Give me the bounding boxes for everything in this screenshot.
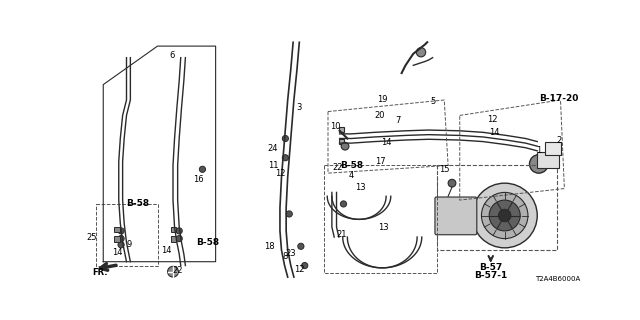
Text: 4: 4 — [349, 171, 354, 180]
Circle shape — [489, 200, 520, 231]
Text: 12: 12 — [275, 169, 285, 178]
Text: 20: 20 — [374, 111, 385, 120]
Circle shape — [472, 183, 537, 248]
Circle shape — [176, 236, 182, 242]
Text: 16: 16 — [193, 175, 204, 184]
Text: 14: 14 — [161, 246, 172, 255]
Text: B-58: B-58 — [340, 161, 363, 170]
Circle shape — [286, 211, 292, 217]
Text: 13: 13 — [355, 182, 366, 191]
Circle shape — [481, 192, 528, 239]
Circle shape — [301, 262, 308, 268]
Bar — [339, 127, 344, 132]
Text: 24: 24 — [268, 144, 278, 153]
Text: 12: 12 — [294, 265, 305, 274]
Text: 5: 5 — [430, 97, 435, 106]
Bar — [114, 236, 120, 242]
Circle shape — [118, 228, 124, 234]
Circle shape — [118, 236, 124, 242]
Text: 8: 8 — [283, 252, 288, 261]
Bar — [545, 142, 561, 155]
Bar — [95, 204, 157, 266]
Text: B-17-20: B-17-20 — [540, 94, 579, 103]
Text: 11: 11 — [269, 161, 279, 170]
Text: 21: 21 — [337, 230, 347, 239]
Text: B-57: B-57 — [479, 263, 502, 272]
Bar — [171, 236, 176, 242]
Circle shape — [341, 142, 349, 150]
Text: 14: 14 — [381, 138, 392, 147]
Text: 3: 3 — [296, 103, 302, 112]
Text: 7: 7 — [395, 116, 401, 125]
Circle shape — [417, 48, 426, 57]
Text: 15: 15 — [439, 165, 449, 174]
Text: 14: 14 — [488, 128, 499, 137]
Text: 2: 2 — [556, 136, 561, 145]
Text: 18: 18 — [264, 242, 275, 251]
Circle shape — [448, 179, 456, 187]
FancyBboxPatch shape — [435, 197, 477, 235]
Circle shape — [282, 155, 289, 161]
Circle shape — [199, 166, 205, 172]
Text: FR.: FR. — [92, 268, 108, 277]
Circle shape — [499, 209, 511, 222]
Text: B-58: B-58 — [127, 199, 150, 208]
Bar — [537, 152, 559, 168]
Text: 13: 13 — [378, 222, 389, 232]
Circle shape — [168, 266, 179, 277]
Text: 9: 9 — [126, 240, 131, 249]
Text: B-58: B-58 — [196, 238, 220, 247]
Text: 25: 25 — [86, 233, 97, 242]
Text: T2A4B6000A: T2A4B6000A — [535, 276, 580, 282]
Text: 14: 14 — [112, 248, 122, 257]
Circle shape — [529, 155, 548, 173]
Text: 10: 10 — [330, 123, 341, 132]
Text: 22: 22 — [332, 163, 342, 172]
Circle shape — [118, 242, 124, 248]
Bar — [114, 227, 120, 232]
Text: B-57-1: B-57-1 — [474, 271, 508, 280]
Text: 19: 19 — [377, 95, 387, 105]
Circle shape — [176, 228, 182, 234]
Text: 23: 23 — [285, 250, 296, 259]
Text: 12: 12 — [487, 115, 497, 124]
Bar — [339, 139, 344, 144]
Bar — [436, 165, 557, 250]
Text: 22: 22 — [172, 267, 183, 276]
Circle shape — [282, 135, 289, 141]
Text: 6: 6 — [170, 51, 175, 60]
Text: 17: 17 — [376, 157, 386, 166]
Text: 1: 1 — [536, 146, 541, 155]
Circle shape — [340, 201, 347, 207]
Bar — [171, 227, 176, 232]
Circle shape — [298, 243, 304, 249]
